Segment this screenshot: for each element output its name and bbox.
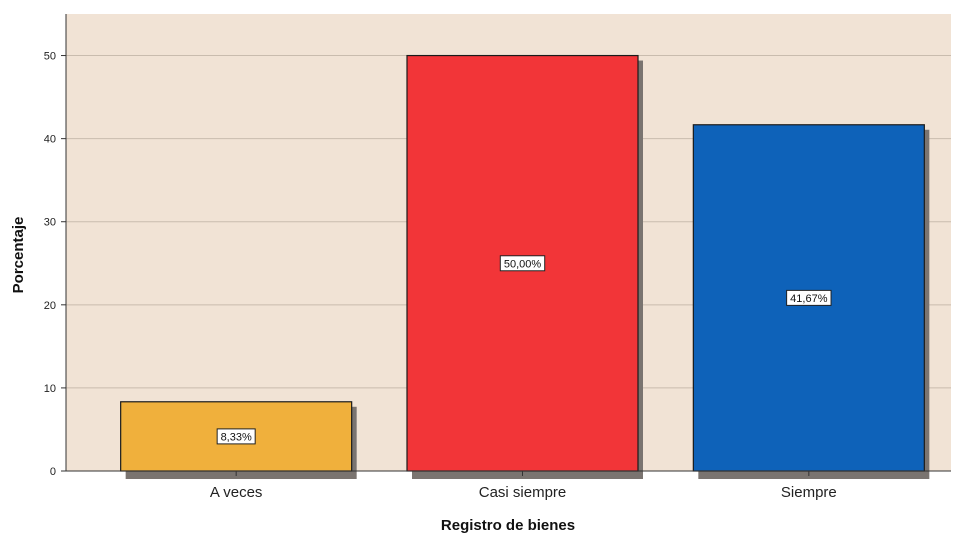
data-label-box — [499, 255, 546, 272]
y-tick-label: 30 — [44, 217, 56, 229]
x-tick-label: Casi siempre — [479, 484, 567, 501]
data-label-box — [786, 289, 832, 306]
y-tick-label: 20 — [44, 300, 56, 312]
x-tick-label: A veces — [210, 484, 263, 501]
y-tick-label: 50 — [44, 51, 56, 63]
x-tick-label: Siempre — [781, 484, 837, 501]
y-tick-label: 40 — [44, 134, 56, 146]
data-label: 8,33% — [221, 431, 252, 443]
x-axis-ticks: A veces Casi siempre Siempre — [210, 471, 837, 501]
y-tick-label: 10 — [44, 383, 56, 395]
data-labels: 8,33% 50,00% 41,67% — [216, 255, 832, 445]
x-axis-title: Registro de bienes — [441, 517, 575, 534]
data-label-box — [216, 428, 256, 445]
y-axis-title: Porcentaje — [10, 217, 27, 294]
data-label: 50,00% — [504, 258, 542, 270]
y-tick-label: 0 — [50, 466, 56, 478]
y-axis-ticks: 0 10 20 30 40 50 — [44, 51, 66, 478]
data-label: 41,67% — [790, 293, 828, 305]
